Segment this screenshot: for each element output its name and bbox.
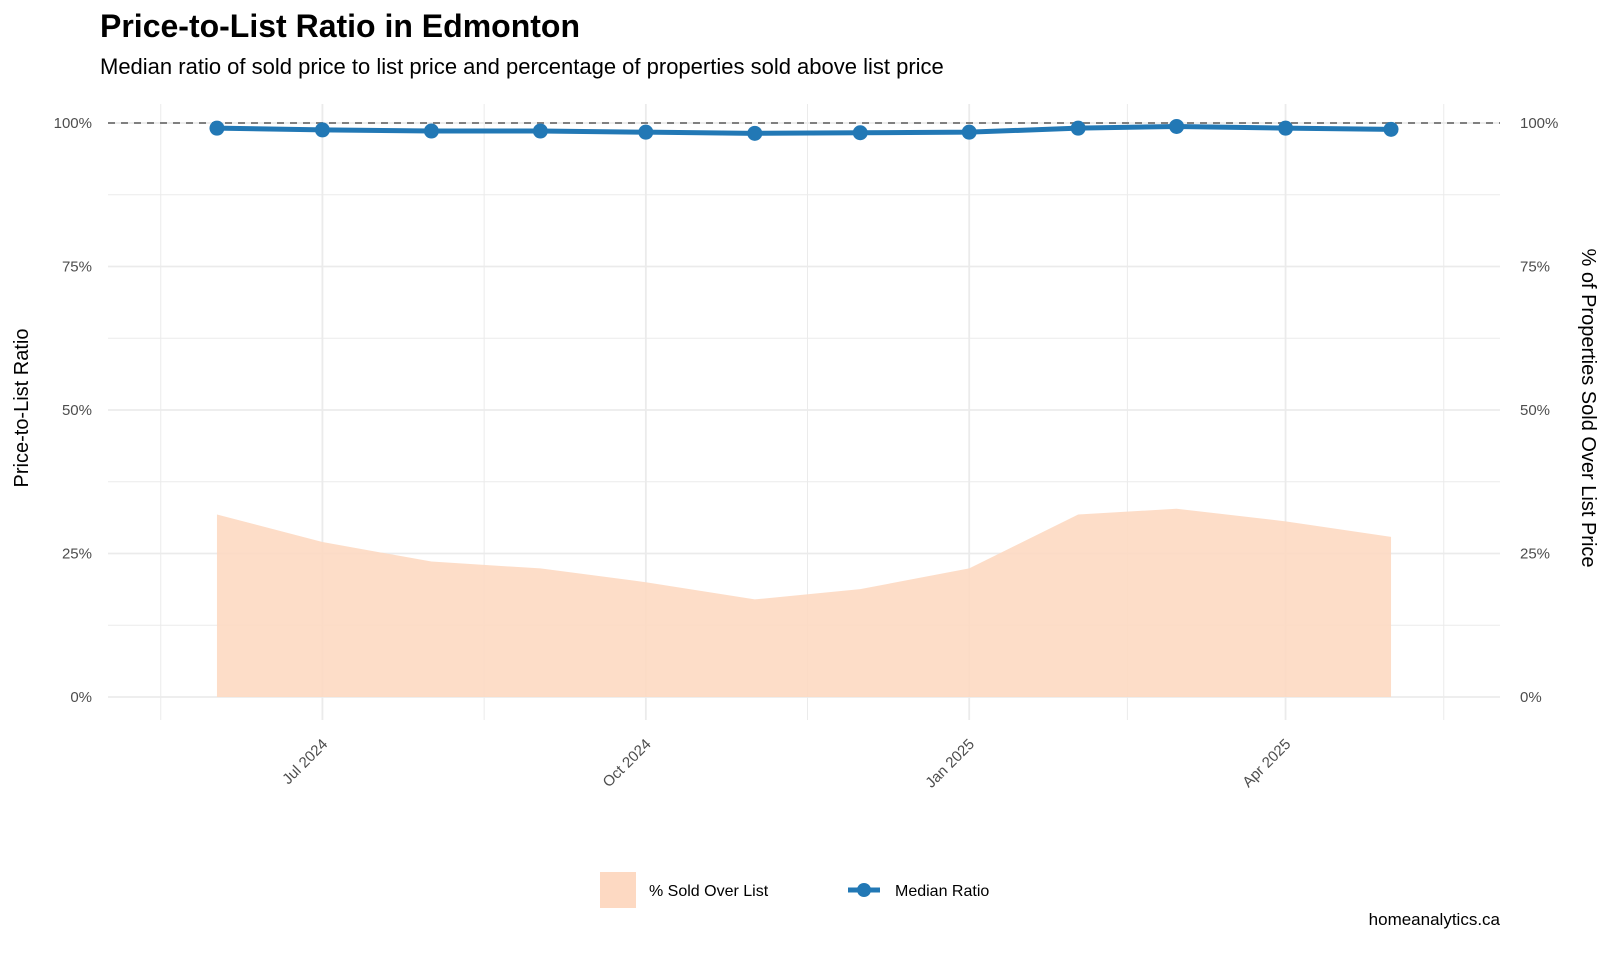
point-median-ratio xyxy=(1278,120,1294,136)
legend-label-line: Median Ratio xyxy=(895,883,989,900)
y-tick-label-left: 25% xyxy=(62,546,92,563)
y-axis-title: Price-to-List Ratio xyxy=(11,329,33,488)
y2-axis-title: % of Properties Sold Over List Price xyxy=(1577,248,1599,567)
legend-swatch-area xyxy=(600,872,636,908)
legend-label-area: % Sold Over List xyxy=(649,883,769,900)
point-median-ratio xyxy=(314,122,330,138)
y-tick-label-right: 50% xyxy=(1520,402,1550,419)
point-median-ratio xyxy=(852,125,868,141)
y-tick-label-right: 100% xyxy=(1520,115,1558,132)
y-axis-left: 0% 25% 50% 75% 100% xyxy=(54,115,92,706)
x-tick-label: Apr 2025 xyxy=(1239,736,1294,791)
y-tick-label-left: 50% xyxy=(62,402,92,419)
y-tick-label-right: 25% xyxy=(1520,546,1550,563)
point-median-ratio xyxy=(747,125,763,141)
x-axis: Jul 2024 Oct 2024 Jan 2025 Apr 2025 xyxy=(279,736,1294,792)
x-tick-label: Jul 2024 xyxy=(279,736,331,788)
point-median-ratio xyxy=(961,124,977,140)
line-series xyxy=(209,118,1399,141)
line-median-ratio xyxy=(216,123,1392,136)
source-caption: homeanalytics.ca xyxy=(1368,910,1500,929)
point-median-ratio xyxy=(638,124,654,140)
area-series xyxy=(216,508,1392,697)
point-median-ratio xyxy=(532,123,548,139)
point-median-ratio xyxy=(1169,118,1185,134)
x-tick-label: Jan 2025 xyxy=(922,736,978,792)
x-tick-label: Oct 2024 xyxy=(600,736,655,791)
y-tick-label-left: 75% xyxy=(62,259,92,276)
point-median-ratio xyxy=(209,120,225,136)
area-sold-over-list xyxy=(216,508,1392,697)
y-tick-label-left: 0% xyxy=(70,689,92,706)
point-median-ratio xyxy=(423,123,439,139)
chart-subtitle: Median ratio of sold price to list price… xyxy=(100,54,944,79)
point-median-ratio xyxy=(1070,120,1086,136)
y-tick-label-right: 0% xyxy=(1520,689,1542,706)
y-tick-label-right: 75% xyxy=(1520,259,1550,276)
legend: % Sold Over List Median Ratio xyxy=(600,872,989,908)
point-median-ratio xyxy=(1383,121,1399,137)
y-tick-label-left: 100% xyxy=(54,115,92,132)
y-axis-right: 0% 25% 50% 75% 100% xyxy=(1520,115,1558,706)
legend-swatch-point xyxy=(857,883,871,897)
chart-title: Price-to-List Ratio in Edmonton xyxy=(100,8,580,44)
